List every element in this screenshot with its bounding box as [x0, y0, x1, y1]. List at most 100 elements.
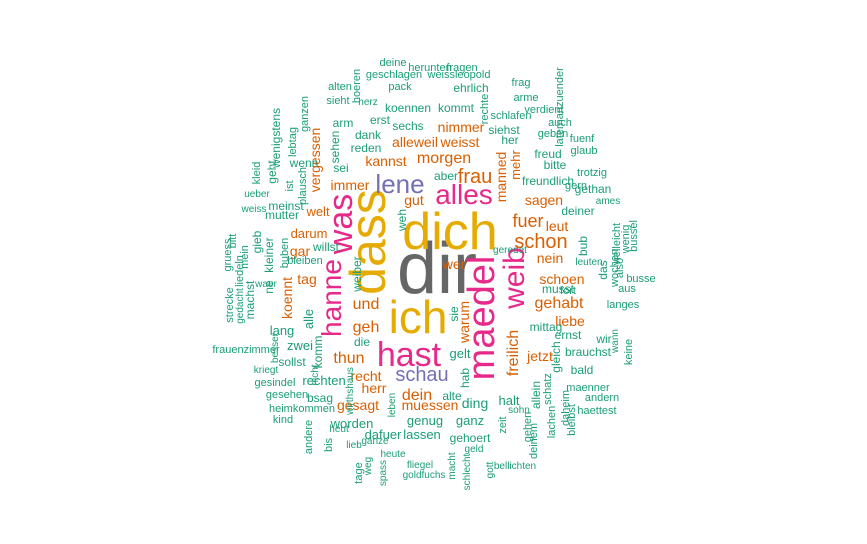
- cloud-word: lene: [375, 169, 424, 199]
- cloud-word: gott: [485, 461, 496, 478]
- cloud-word: dafuer: [365, 427, 403, 442]
- cloud-word: dank: [355, 128, 382, 142]
- cloud-word: sieht: [326, 95, 349, 107]
- cloud-word: die: [354, 335, 370, 349]
- cloud-word: langes: [607, 299, 640, 311]
- cloud-word: bitt: [227, 234, 239, 249]
- cloud-word: buben: [279, 238, 291, 269]
- cloud-word: geht: [265, 160, 279, 184]
- cloud-word: wirthshaus: [345, 367, 356, 416]
- cloud-word: koennt: [279, 277, 295, 319]
- cloud-word: bleiben: [287, 255, 322, 267]
- cloud-word: bald: [571, 363, 594, 377]
- cloud-word: gehabt: [535, 295, 584, 312]
- cloud-word: mutter: [265, 208, 299, 222]
- cloud-word: meinst: [268, 199, 304, 213]
- cloud-word: lassen: [403, 427, 441, 442]
- cloud-word: dein: [402, 387, 432, 404]
- cloud-word: ne: [262, 280, 276, 294]
- cloud-word: liebe: [555, 313, 585, 329]
- cloud-word: heute: [380, 449, 405, 460]
- cloud-word: jetzt: [526, 348, 553, 364]
- cloud-word: morgen: [417, 150, 471, 167]
- cloud-word: deinem: [528, 423, 540, 459]
- cloud-word: wenigstens: [269, 108, 283, 169]
- cloud-word: strecke: [224, 287, 236, 322]
- cloud-word: busse: [626, 273, 655, 285]
- cloud-word: geredet: [493, 245, 527, 256]
- cloud-word: recht: [350, 368, 381, 384]
- cloud-word: dass: [340, 189, 396, 295]
- cloud-word: tage: [353, 462, 365, 483]
- cloud-word: gern: [565, 180, 587, 192]
- cloud-word: fliegel: [407, 460, 433, 471]
- cloud-word: gar: [290, 243, 311, 259]
- cloud-word: alten: [328, 81, 352, 93]
- cloud-word: frag: [512, 77, 531, 89]
- cloud-word: hanne: [316, 259, 347, 337]
- cloud-word: gelt: [450, 346, 471, 361]
- cloud-word: bussel: [628, 220, 640, 252]
- cloud-word: sie: [447, 306, 461, 322]
- cloud-word: weg: [363, 457, 374, 476]
- cloud-word: keine: [623, 339, 635, 365]
- cloud-word: trotzig: [577, 167, 607, 179]
- cloud-word: auch: [548, 117, 572, 129]
- cloud-word: plausch: [297, 167, 309, 205]
- cloud-word: ueber: [244, 189, 270, 200]
- cloud-word: herunten: [408, 62, 451, 74]
- cloud-word: gehen: [522, 412, 534, 443]
- cloud-word: ames: [596, 196, 620, 207]
- cloud-word: reden: [351, 141, 382, 155]
- cloud-word: kannst: [365, 153, 406, 169]
- cloud-word: weiber: [350, 256, 364, 292]
- cloud-word: weissleopold: [427, 69, 491, 81]
- cloud-word: das: [596, 260, 610, 279]
- cloud-word: fragen: [446, 62, 477, 74]
- cloud-word: lieb: [346, 440, 362, 451]
- cloud-word: frau: [458, 166, 492, 188]
- cloud-word: kind: [273, 414, 293, 426]
- cloud-word: alleweil: [392, 134, 438, 150]
- cloud-word: daheim: [560, 390, 572, 426]
- cloud-word: geben: [538, 128, 569, 140]
- cloud-word: sehen: [328, 131, 342, 164]
- cloud-word: herz: [358, 97, 377, 108]
- cloud-word: goldfuchs: [403, 470, 446, 481]
- cloud-word: allein: [529, 381, 543, 409]
- cloud-word: schau: [395, 364, 448, 386]
- cloud-word: wann: [610, 329, 621, 354]
- cloud-word: gedacht: [235, 288, 246, 324]
- cloud-word: aus: [618, 283, 636, 295]
- cloud-word: alte: [442, 389, 462, 403]
- cloud-word: besser: [270, 332, 281, 363]
- cloud-word: was: [322, 194, 360, 255]
- cloud-word: waer: [254, 279, 277, 290]
- cloud-word: andern: [585, 392, 619, 404]
- cloud-word: her: [501, 133, 518, 147]
- cloud-word: zeit: [497, 416, 509, 433]
- cloud-word: gesehen: [266, 389, 308, 401]
- cloud-word: darum: [291, 226, 328, 241]
- cloud-word: ganz: [456, 413, 484, 428]
- cloud-word: willst: [312, 240, 340, 254]
- cloud-word: hoeren: [351, 69, 363, 103]
- cloud-word: freud: [534, 147, 561, 161]
- cloud-word: nimmer: [438, 119, 485, 135]
- cloud-word: schlafen: [491, 110, 532, 122]
- cloud-word: schlecht: [462, 453, 473, 490]
- cloud-word: kleid: [251, 162, 263, 185]
- cloud-word: halt: [499, 393, 520, 408]
- cloud-word: gut: [404, 192, 424, 208]
- cloud-word: manned: [493, 152, 509, 203]
- cloud-word: herr: [362, 380, 387, 396]
- cloud-word: thun: [333, 350, 364, 367]
- cloud-word: schoen: [539, 271, 584, 287]
- cloud-word: erst: [370, 113, 391, 127]
- cloud-word: pack: [388, 81, 412, 93]
- cloud-word: machst: [243, 280, 257, 319]
- cloud-word: koennen: [385, 101, 431, 115]
- cloud-word: arme: [513, 92, 538, 104]
- cloud-word: kommt: [438, 101, 475, 115]
